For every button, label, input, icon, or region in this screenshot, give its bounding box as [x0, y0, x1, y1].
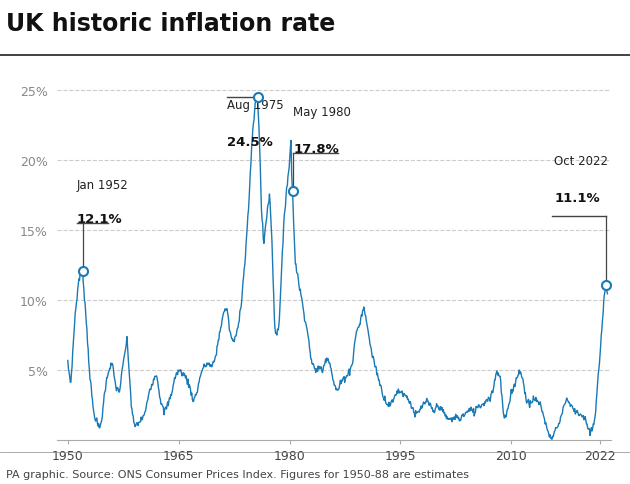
- Text: 12.1%: 12.1%: [77, 212, 122, 226]
- Text: PA graphic. Source: ONS Consumer Prices Index. Figures for 1950-88 are estimates: PA graphic. Source: ONS Consumer Prices …: [6, 469, 469, 479]
- Text: 17.8%: 17.8%: [293, 143, 339, 155]
- Text: Oct 2022: Oct 2022: [554, 155, 608, 168]
- Text: 11.1%: 11.1%: [554, 192, 600, 205]
- Text: May 1980: May 1980: [293, 106, 351, 119]
- Text: 24.5%: 24.5%: [227, 136, 272, 149]
- Text: Jan 1952: Jan 1952: [77, 179, 129, 192]
- Text: Aug 1975: Aug 1975: [227, 99, 284, 112]
- Text: UK historic inflation rate: UK historic inflation rate: [6, 12, 336, 36]
